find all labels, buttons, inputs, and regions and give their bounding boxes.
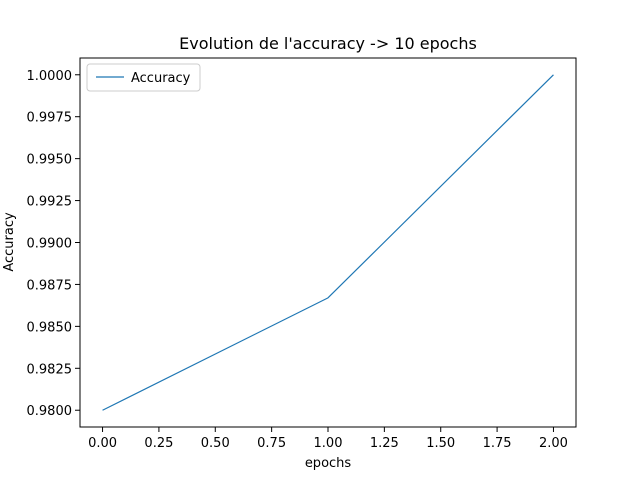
legend: Accuracy — [86, 63, 201, 92]
x-tick-label: 0.00 — [88, 436, 117, 451]
y-tick-label: 0.9950 — [27, 153, 73, 168]
y-tick-label: 0.9800 — [27, 404, 73, 419]
legend-box — [86, 63, 201, 92]
y-tick-label: 0.9825 — [27, 362, 73, 377]
legend-label-accuracy: Accuracy — [131, 71, 191, 86]
x-tick-label: 1.75 — [483, 436, 512, 451]
x-tick-label: 0.75 — [257, 436, 286, 451]
chart-title: Evolution de l'accuracy -> 10 epochs — [179, 34, 477, 53]
x-tick-label: 0.25 — [144, 436, 173, 451]
x-tick-label: 1.25 — [370, 436, 399, 451]
plot-area: 0.00 0.25 0.50 0.75 1.00 1.25 1.50 1.75 2.00 0.98… — [27, 57, 577, 451]
series-line-accuracy — [102, 74, 554, 411]
y-tick-label: 0.9975 — [27, 111, 73, 126]
x-tick-label: 1.00 — [314, 436, 343, 451]
y-axis-label: Accuracy — [2, 212, 17, 272]
x-axis-label: epochs — [305, 456, 352, 471]
y-tick-label: 0.9875 — [27, 278, 73, 293]
y-tick-label: 0.9925 — [27, 195, 73, 210]
y-tick-label: 0.9850 — [27, 320, 73, 335]
axes-frame — [79, 57, 577, 428]
x-tick-label: 0.50 — [201, 436, 230, 451]
y-tick-label: 0.9900 — [27, 237, 73, 252]
x-tick-label: 1.50 — [426, 436, 455, 451]
y-tick-label: 1.0000 — [27, 69, 73, 84]
x-tick-label: 2.00 — [539, 436, 568, 451]
